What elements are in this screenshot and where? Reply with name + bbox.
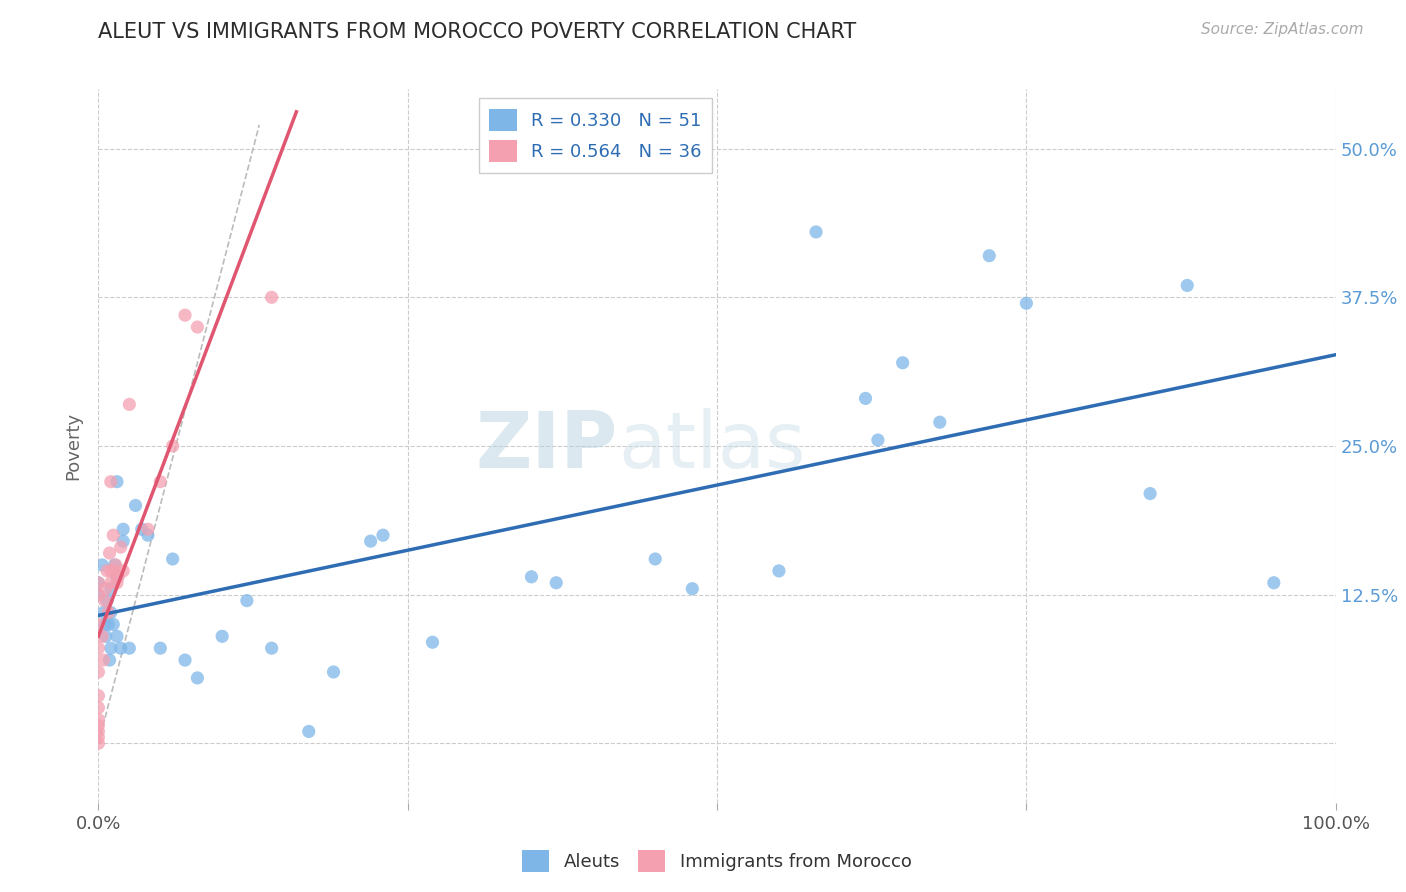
Point	[644, 552, 666, 566]
Point	[371, 528, 394, 542]
Point	[105, 475, 128, 489]
Point	[97, 606, 120, 620]
Point	[211, 629, 233, 643]
Point	[100, 582, 122, 596]
Point	[186, 320, 208, 334]
Point	[100, 564, 122, 578]
Point	[100, 575, 122, 590]
Text: ZIP: ZIP	[475, 408, 619, 484]
Point	[804, 225, 827, 239]
Point	[136, 528, 159, 542]
Point	[105, 575, 128, 590]
Point	[1015, 296, 1038, 310]
Point	[87, 689, 110, 703]
Point	[136, 522, 159, 536]
Point	[93, 606, 115, 620]
Point	[87, 665, 110, 679]
Point	[93, 593, 115, 607]
Y-axis label: Poverty: Poverty	[65, 412, 83, 480]
Point	[174, 308, 197, 322]
Point	[162, 439, 184, 453]
Point	[107, 570, 129, 584]
Point	[93, 653, 115, 667]
Point	[1263, 575, 1285, 590]
Point	[891, 356, 914, 370]
Point	[520, 570, 543, 584]
Point	[100, 606, 122, 620]
Point	[87, 736, 110, 750]
Point	[100, 641, 122, 656]
Point	[87, 617, 110, 632]
Point	[131, 522, 153, 536]
Text: Source: ZipAtlas.com: Source: ZipAtlas.com	[1201, 22, 1364, 37]
Point	[87, 575, 110, 590]
Point	[87, 713, 110, 727]
Legend: Aleuts, Immigrants from Morocco: Aleuts, Immigrants from Morocco	[515, 843, 920, 880]
Point	[260, 290, 283, 304]
Point	[149, 641, 172, 656]
Point	[118, 397, 141, 411]
Point	[322, 665, 344, 679]
Point	[124, 499, 146, 513]
Point	[87, 731, 110, 745]
Point	[118, 641, 141, 656]
Point	[105, 570, 128, 584]
Point	[97, 617, 120, 632]
Point	[94, 582, 117, 596]
Point	[186, 671, 208, 685]
Point	[162, 552, 184, 566]
Point	[87, 700, 110, 714]
Point	[1175, 278, 1198, 293]
Text: ALEUT VS IMMIGRANTS FROM MOROCCO POVERTY CORRELATION CHART: ALEUT VS IMMIGRANTS FROM MOROCCO POVERTY…	[98, 22, 856, 42]
Point	[103, 617, 125, 632]
Point	[103, 558, 125, 572]
Point	[681, 582, 703, 596]
Point	[91, 558, 114, 572]
Point	[928, 415, 950, 429]
Point	[1139, 486, 1161, 500]
Point	[866, 433, 889, 447]
Point	[98, 653, 121, 667]
Point	[112, 564, 135, 578]
Point	[96, 564, 118, 578]
Point	[93, 617, 115, 632]
Point	[87, 588, 110, 602]
Point	[103, 564, 125, 578]
Point	[855, 392, 877, 406]
Point	[149, 475, 172, 489]
Point	[94, 629, 117, 643]
Point	[87, 641, 110, 656]
Point	[87, 724, 110, 739]
Point	[100, 475, 122, 489]
Point	[91, 629, 114, 643]
Point	[105, 629, 128, 643]
Point	[546, 575, 568, 590]
Point	[87, 718, 110, 732]
Point	[96, 593, 118, 607]
Point	[112, 534, 135, 549]
Point	[260, 641, 283, 656]
Text: atlas: atlas	[619, 408, 806, 484]
Point	[768, 564, 790, 578]
Point	[87, 588, 110, 602]
Point	[174, 653, 197, 667]
Point	[110, 641, 132, 656]
Point	[98, 546, 121, 560]
Point	[110, 540, 132, 554]
Point	[979, 249, 1001, 263]
Point	[104, 558, 127, 572]
Point	[112, 522, 135, 536]
Point	[298, 724, 321, 739]
Point	[87, 575, 110, 590]
Point	[103, 528, 125, 542]
Point	[236, 593, 259, 607]
Point	[360, 534, 382, 549]
Point	[422, 635, 444, 649]
